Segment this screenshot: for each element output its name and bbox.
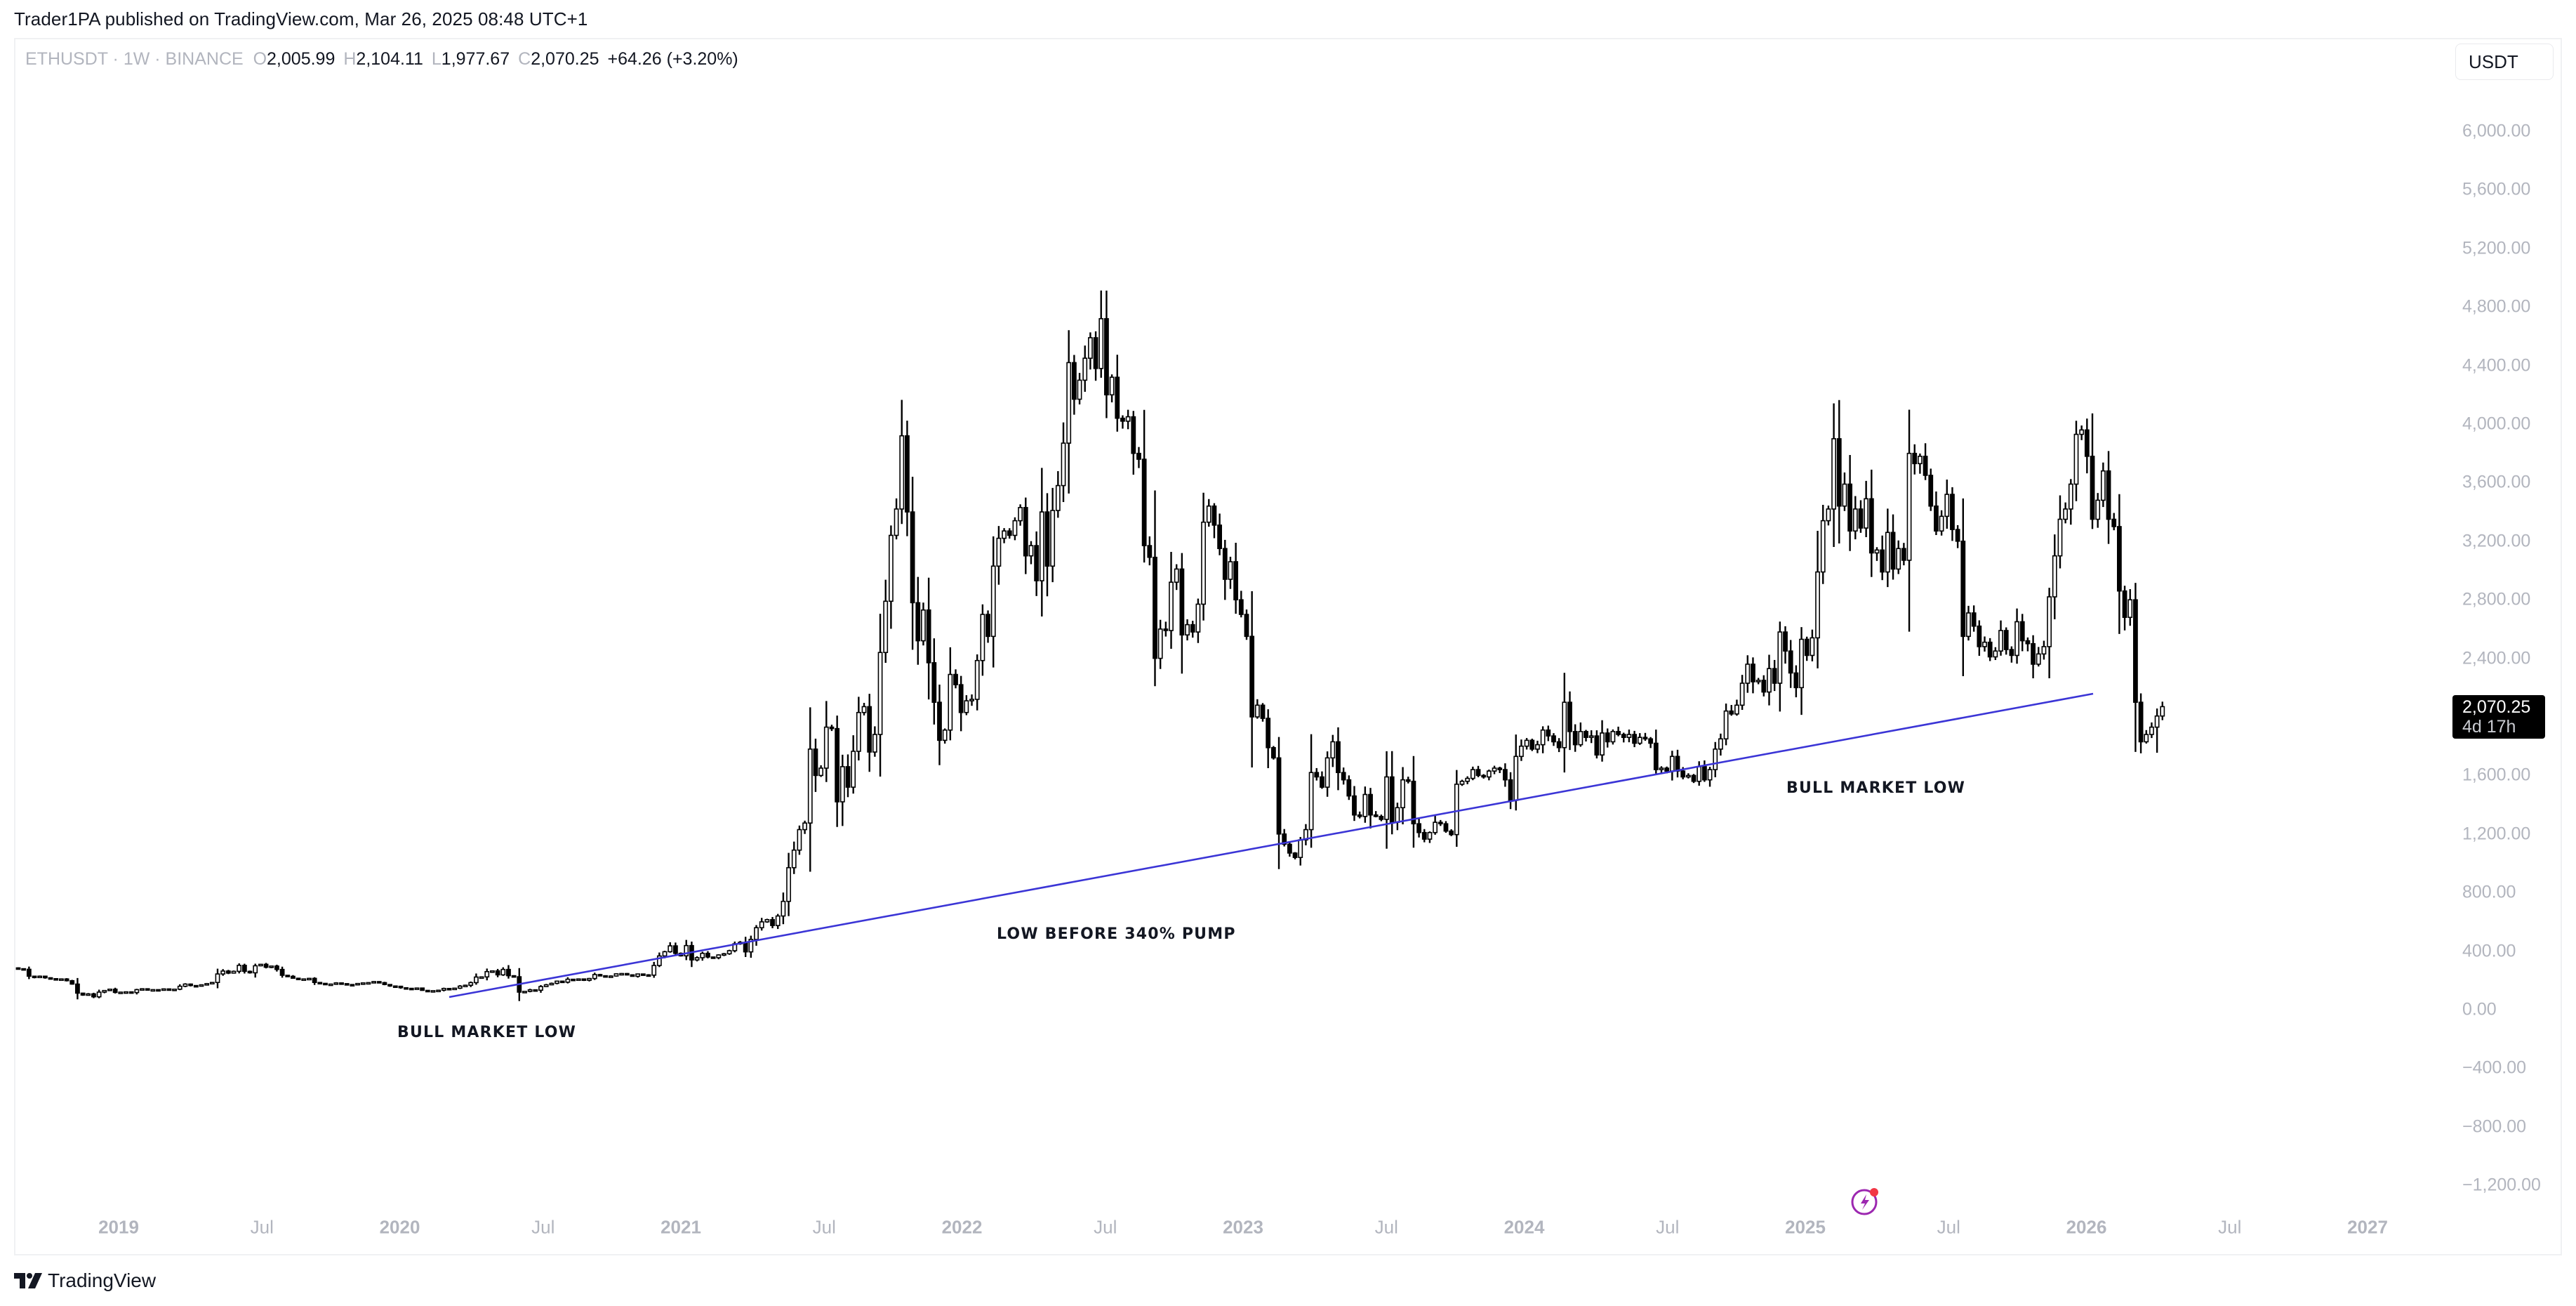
price-tick: 1,200.00 bbox=[2462, 824, 2531, 844]
tradingview-logo[interactable]: TradingView bbox=[14, 1269, 156, 1292]
price-tick: 0.00 bbox=[2462, 999, 2497, 1020]
high-label: H bbox=[343, 49, 357, 69]
time-tick: Jul bbox=[1656, 1216, 1680, 1238]
high-value: 2,104.11 bbox=[356, 49, 423, 69]
time-tick: Jul bbox=[1937, 1216, 1960, 1238]
open-value: 2,005.99 bbox=[267, 49, 336, 69]
time-tick: Jul bbox=[812, 1216, 836, 1238]
price-tick: 1,600.00 bbox=[2462, 765, 2531, 785]
ohlc-legend: ETHUSDT · 1W · BINANCE O2,005.99 H2,104.1… bbox=[25, 49, 738, 70]
time-tick: 2026 bbox=[2066, 1216, 2107, 1238]
price-tick: 400.00 bbox=[2462, 941, 2516, 961]
time-tick: Jul bbox=[1094, 1216, 1117, 1238]
last-price: 2,070.25 bbox=[2462, 697, 2531, 717]
time-tick: Jul bbox=[2218, 1216, 2242, 1238]
last-price-label: 2,070.25 4d 17h bbox=[2452, 695, 2545, 739]
annotation-label[interactable]: BULL MARKET LOW bbox=[1786, 779, 1966, 797]
open-label: O bbox=[253, 49, 267, 69]
low-value: 1,977.67 bbox=[441, 49, 510, 69]
trendline bbox=[449, 692, 2094, 998]
close-label: C bbox=[518, 49, 531, 69]
price-tick: 2,400.00 bbox=[2462, 648, 2531, 668]
time-tick: 2027 bbox=[2347, 1216, 2388, 1238]
price-tick: −1,200.00 bbox=[2462, 1175, 2541, 1195]
price-tick: 5,600.00 bbox=[2462, 179, 2531, 199]
bar-countdown: 4d 17h bbox=[2462, 717, 2516, 737]
price-tick: 6,000.00 bbox=[2462, 121, 2531, 141]
price-tick: 5,200.00 bbox=[2462, 238, 2531, 258]
time-tick: 2019 bbox=[98, 1216, 139, 1238]
annotation-label[interactable]: BULL MARKET LOW bbox=[397, 1024, 577, 1041]
time-tick: Jul bbox=[1374, 1216, 1398, 1238]
time-tick: Jul bbox=[531, 1216, 555, 1238]
currency-button[interactable]: USDT bbox=[2455, 44, 2554, 80]
price-tick: 4,400.00 bbox=[2462, 355, 2531, 376]
price-tick: 2,800.00 bbox=[2462, 589, 2531, 609]
time-tick: 2023 bbox=[1223, 1216, 1263, 1238]
price-tick: 3,200.00 bbox=[2462, 531, 2531, 551]
symbol-label[interactable]: ETHUSDT · 1W · BINANCE bbox=[25, 49, 244, 69]
close-value: 2,070.25 bbox=[531, 49, 599, 69]
publish-info: Trader1PA published on TradingView.com, … bbox=[14, 8, 588, 29]
price-tick: 800.00 bbox=[2462, 882, 2516, 902]
events-lightning-icon[interactable] bbox=[1850, 1185, 1881, 1216]
time-tick: 2020 bbox=[379, 1216, 420, 1238]
tradingview-mark-icon bbox=[14, 1273, 42, 1288]
time-tick: 2021 bbox=[660, 1216, 701, 1238]
time-tick: Jul bbox=[250, 1216, 274, 1238]
time-tick: 2024 bbox=[1503, 1216, 1545, 1238]
annotation-label[interactable]: LOW BEFORE 340% PUMP bbox=[997, 925, 1236, 943]
price-tick: 4,800.00 bbox=[2462, 296, 2531, 317]
time-tick: 2022 bbox=[941, 1216, 983, 1238]
price-tick: −800.00 bbox=[2462, 1116, 2527, 1137]
change-value: +64.26 (+3.20%) bbox=[607, 49, 738, 69]
price-tick: 4,000.00 bbox=[2462, 414, 2531, 434]
price-tick: −400.00 bbox=[2462, 1057, 2527, 1078]
brand-name: TradingView bbox=[48, 1269, 157, 1291]
price-tick: 3,600.00 bbox=[2462, 472, 2531, 492]
time-tick: 2025 bbox=[1785, 1216, 1826, 1238]
low-label: L bbox=[431, 49, 441, 69]
